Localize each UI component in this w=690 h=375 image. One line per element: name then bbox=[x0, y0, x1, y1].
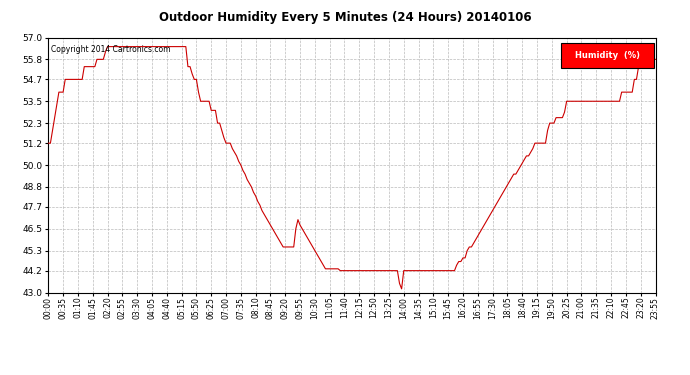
Text: Outdoor Humidity Every 5 Minutes (24 Hours) 20140106: Outdoor Humidity Every 5 Minutes (24 Hou… bbox=[159, 11, 531, 24]
Text: Humidity  (%): Humidity (%) bbox=[575, 51, 640, 60]
FancyBboxPatch shape bbox=[562, 43, 653, 68]
Text: Copyright 2014 Cartronics.com: Copyright 2014 Cartronics.com bbox=[51, 45, 171, 54]
